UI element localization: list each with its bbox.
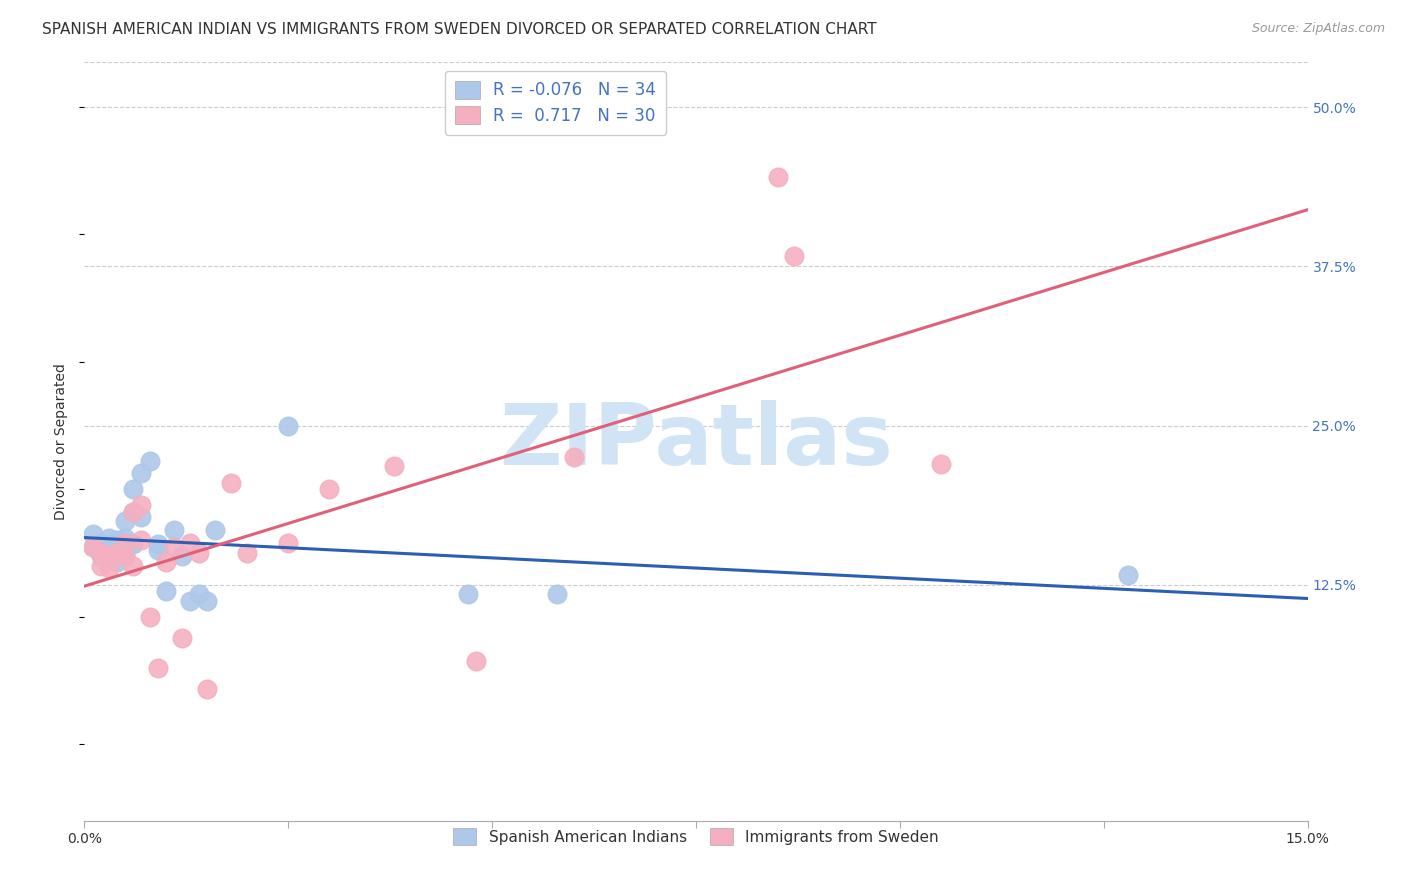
Legend: Spanish American Indians, Immigrants from Sweden: Spanish American Indians, Immigrants fro… [447,822,945,851]
Point [163,540,186,554]
Text: ZIPatlas: ZIPatlas [499,400,893,483]
Point [163,523,186,537]
Point [122,505,145,519]
Point [318,483,340,497]
Text: Source: ZipAtlas.com: Source: ZipAtlas.com [1251,22,1385,36]
Point [382,459,405,474]
Point [114,514,136,528]
Point [122,537,145,551]
Point [105,555,128,569]
Point [546,587,568,601]
Point [236,546,259,560]
Point [82,540,104,554]
Point [131,498,153,512]
Point [114,549,136,563]
Point [131,510,153,524]
Point [90,558,112,573]
Point [179,594,201,608]
Point [783,249,806,263]
Point [97,540,120,554]
Point [146,661,169,675]
Point [146,537,169,551]
Point [122,505,145,519]
Point [131,533,153,548]
Y-axis label: Divorced or Separated: Divorced or Separated [55,363,69,520]
Point [277,536,299,550]
Point [114,549,136,563]
Point [114,540,136,554]
Point [97,561,120,575]
Point [97,549,120,563]
Point [105,546,128,560]
Point [172,632,194,646]
Point [138,454,160,468]
Point [90,540,112,554]
Point [105,533,128,548]
Point [204,523,226,537]
Point [82,527,104,541]
Text: SPANISH AMERICAN INDIAN VS IMMIGRANTS FROM SWEDEN DIVORCED OR SEPARATED CORRELAT: SPANISH AMERICAN INDIAN VS IMMIGRANTS FR… [42,22,877,37]
Point [97,549,120,564]
Point [131,466,153,480]
Point [187,546,209,560]
Point [90,546,112,560]
Point [464,654,486,668]
Point [195,682,218,697]
Point [457,587,479,601]
Point [562,450,585,465]
Point [90,549,112,563]
Point [82,540,104,554]
Point [155,584,177,599]
Point [114,531,136,545]
Point [929,457,952,471]
Point [187,587,209,601]
Point [277,418,299,433]
Point [90,536,112,550]
Point [1116,567,1139,582]
Point [155,555,177,569]
Point [172,549,194,563]
Point [146,543,169,558]
Point [122,483,145,497]
Point [114,536,136,550]
Point [195,594,218,608]
Point [105,542,128,557]
Point [766,170,789,185]
Point [179,536,201,550]
Point [138,609,160,624]
Point [97,531,120,545]
Point [219,475,242,490]
Point [122,558,145,573]
